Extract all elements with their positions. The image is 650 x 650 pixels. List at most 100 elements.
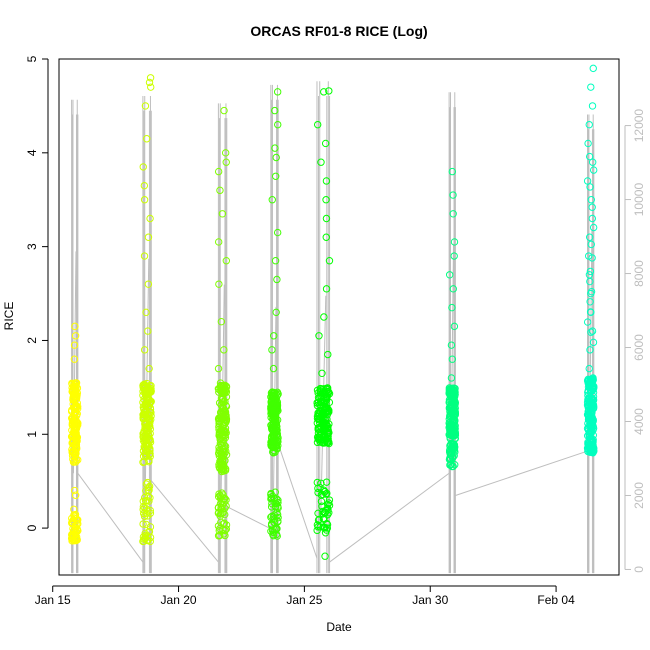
data-point [584,442,593,451]
data-point [273,391,281,400]
right-y-tick-label: 0 [632,566,646,573]
y-tick-label: 2 [25,337,39,344]
data-point [219,394,227,403]
data-point [268,346,276,354]
data-point [222,257,231,265]
data-point [318,369,326,377]
data-point [450,410,458,418]
data-point [144,388,152,396]
data-point [315,410,323,418]
data-point [69,527,78,536]
data-point [270,515,279,523]
data-point [450,392,459,401]
data-point [143,135,151,143]
data-point [68,532,76,540]
data-point [273,509,281,517]
data-point [271,488,279,496]
data-point [144,327,152,335]
data-point [271,172,280,180]
data-point [143,478,152,487]
data-point [322,214,331,223]
data-point [139,497,147,506]
data-point [267,413,275,422]
altitude-track-connector [226,506,272,530]
data-point [216,512,224,520]
data-point [145,364,153,373]
data-point [314,389,322,397]
data-point [218,442,226,450]
data-point [450,252,458,260]
data-point [447,374,456,382]
data-point [222,386,230,394]
data-point [323,489,331,498]
data-point [214,167,223,176]
data-point [321,529,330,537]
right-y-tick-label: 8000 [632,260,646,287]
data-point [144,487,152,495]
data-point [145,78,154,87]
data-point [586,440,595,449]
data-point [584,388,592,397]
x-tick-label: Jan 30 [412,593,448,607]
data-point [272,394,281,403]
data-point [589,64,597,73]
altitude-track-connector [329,472,450,563]
data-point [274,120,282,129]
data-point [272,410,280,418]
data-point [140,181,149,190]
data-point [322,233,330,241]
data-point [143,433,151,441]
y-tick-label: 4 [25,149,39,156]
x-tick-label: Jan 20 [161,593,197,607]
data-point [449,191,457,199]
data-point [146,214,154,223]
data-point [215,430,224,439]
data-point [219,460,227,469]
data-point [313,120,322,129]
data-point [271,257,280,265]
data-point [584,139,592,148]
altitude-track-connector [77,472,144,563]
data-point [586,447,594,455]
right-y-tick-label: 4000 [632,408,646,435]
data-point [589,223,598,232]
data-point [140,196,149,204]
data-point [221,531,229,540]
data-point [319,515,328,523]
data-point [588,400,597,409]
data-point [445,389,453,398]
data-point [588,102,597,110]
data-point [317,497,326,506]
data-point [70,486,79,495]
data-point [215,414,223,422]
data-point [324,350,332,359]
data-point [586,422,594,430]
data-point [584,375,592,384]
data-point [587,429,595,437]
data-point [583,398,592,406]
data-point [586,277,594,286]
data-point [146,74,155,82]
data-point [72,384,80,393]
data-point [268,402,277,411]
data-point [586,298,594,306]
data-point [321,416,329,424]
data-point [267,421,275,429]
data-point [221,407,229,416]
data-point [587,240,595,249]
data-point [321,552,329,560]
data-point [450,431,458,440]
right-y-tick-label: 6000 [632,334,646,361]
data-point [585,379,594,387]
data-point [71,322,79,331]
data-point [215,280,223,288]
data-point [588,327,597,335]
x-tick-label: Feb 04 [537,593,575,607]
data-point [322,177,331,185]
data-point [141,534,149,542]
data-point [450,452,458,460]
chart-title: ORCAS RF01-8 RICE (Log) [250,23,427,39]
data-point [320,88,328,96]
data-point [587,287,596,296]
data-point [221,510,229,519]
